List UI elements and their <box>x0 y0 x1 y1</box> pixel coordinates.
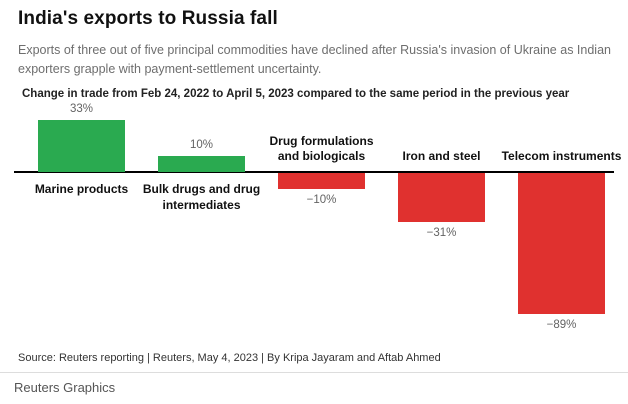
bar-value-label: −31% <box>426 227 457 239</box>
bar <box>518 173 605 314</box>
bar-value-label: −10% <box>306 194 337 206</box>
bar-category-label: Bulk drugs and drug intermediates <box>142 182 261 212</box>
bar-category-label: Iron and steel <box>402 149 481 164</box>
reuters-graphics-brand: Reuters Graphics <box>14 380 116 395</box>
bar-value-label: 10% <box>189 139 214 151</box>
source-line: Source: Reuters reporting | Reuters, May… <box>18 352 441 364</box>
bar-value-label: 33% <box>69 103 94 115</box>
bar-category-label: Drug formulations and biologicals <box>269 133 374 164</box>
chart-axis-note: Change in trade from Feb 24, 2022 to Apr… <box>22 88 570 100</box>
footer-divider <box>0 372 628 373</box>
bar <box>398 173 485 222</box>
bar <box>278 173 365 189</box>
chart-subtitle: Exports of three out of five principal c… <box>18 43 611 76</box>
zero-baseline <box>14 171 614 173</box>
bar-chart: 33% Marine products 10% Bulk drugs and drug… <box>0 100 628 350</box>
page-title: India's exports to Russia fall <box>18 8 278 29</box>
bar-category-label: Telecom instruments <box>501 149 622 164</box>
bar <box>158 156 245 172</box>
bar-category-label: Marine products <box>34 182 129 196</box>
bar-value-label: −89% <box>546 319 577 331</box>
bar <box>38 120 125 172</box>
